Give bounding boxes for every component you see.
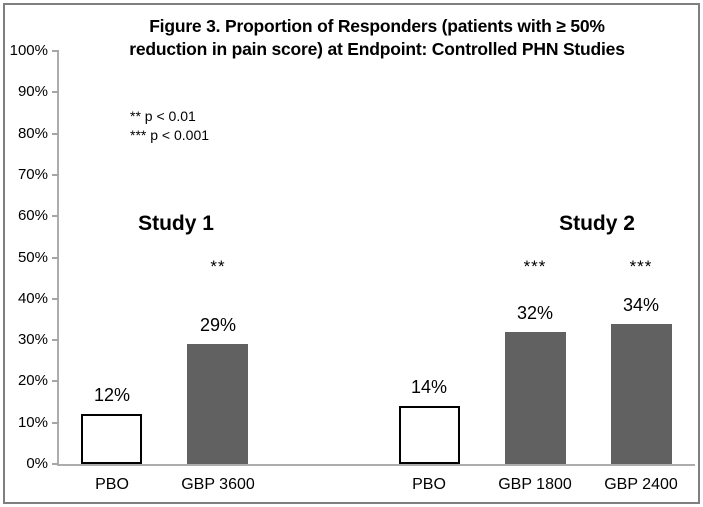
y-tick-label: 70% — [17, 166, 48, 183]
y-tick-label: 40% — [17, 290, 48, 307]
y-tick-label: 0% — [26, 455, 48, 472]
significance-marker: *** — [523, 257, 547, 276]
y-tick-mark — [52, 50, 59, 52]
bar-value-label: 29% — [199, 315, 237, 335]
x-axis-category-label: GBP 3600 — [181, 476, 255, 493]
bar-value-label: 34% — [622, 295, 660, 315]
y-tick-mark — [52, 339, 59, 341]
y-tick-label: 50% — [17, 249, 48, 266]
y-tick-mark — [52, 380, 59, 382]
y-tick-label: 90% — [17, 83, 48, 100]
study-group-label: Study 1 — [138, 212, 214, 235]
bar-gbp-1800 — [505, 332, 566, 464]
bar-gbp-3600 — [187, 344, 248, 464]
y-tick-mark — [52, 463, 59, 465]
bar-pbo — [81, 414, 142, 464]
y-tick-mark — [52, 215, 59, 217]
study-group-label: Study 2 — [559, 212, 635, 235]
chart-title-line-2: reduction in pain score) at Endpoint: Co… — [129, 39, 625, 59]
y-tick-mark — [52, 174, 59, 176]
legend-note-p001: *** p < 0.001 — [130, 127, 210, 143]
y-tick-label: 30% — [17, 331, 48, 348]
y-tick-label: 100% — [9, 42, 48, 59]
chart-title-line-1: Figure 3. Proportion of Responders (pati… — [149, 16, 605, 36]
x-axis-line — [57, 464, 695, 466]
y-tick-mark — [52, 422, 59, 424]
x-axis-category-label: GBP 1800 — [498, 476, 572, 493]
y-tick-mark — [52, 298, 59, 300]
y-tick-mark — [52, 257, 59, 259]
bar-value-label: 32% — [516, 303, 554, 323]
significance-legend: ** p < 0.01 *** p < 0.001 — [130, 107, 209, 145]
y-tick-label: 60% — [17, 207, 48, 224]
bar-gbp-2400 — [611, 324, 672, 464]
bar-value-label: 14% — [410, 377, 448, 397]
y-tick-label: 20% — [17, 372, 48, 389]
bar-pbo — [399, 406, 460, 464]
chart-title: Figure 3. Proportion of Responders (pati… — [59, 15, 695, 61]
y-tick-label: 10% — [17, 414, 48, 431]
y-tick-label: 80% — [17, 125, 48, 142]
x-axis-category-label: PBO — [95, 476, 129, 493]
legend-note-p01: ** p < 0.01 — [130, 108, 196, 124]
significance-marker: ** — [210, 257, 226, 276]
y-tick-mark — [52, 91, 59, 93]
y-tick-mark — [52, 133, 59, 135]
x-axis-category-label: PBO — [412, 476, 446, 493]
bar-value-label: 12% — [93, 385, 131, 405]
significance-marker: *** — [629, 257, 653, 276]
x-axis-category-label: GBP 2400 — [604, 476, 678, 493]
